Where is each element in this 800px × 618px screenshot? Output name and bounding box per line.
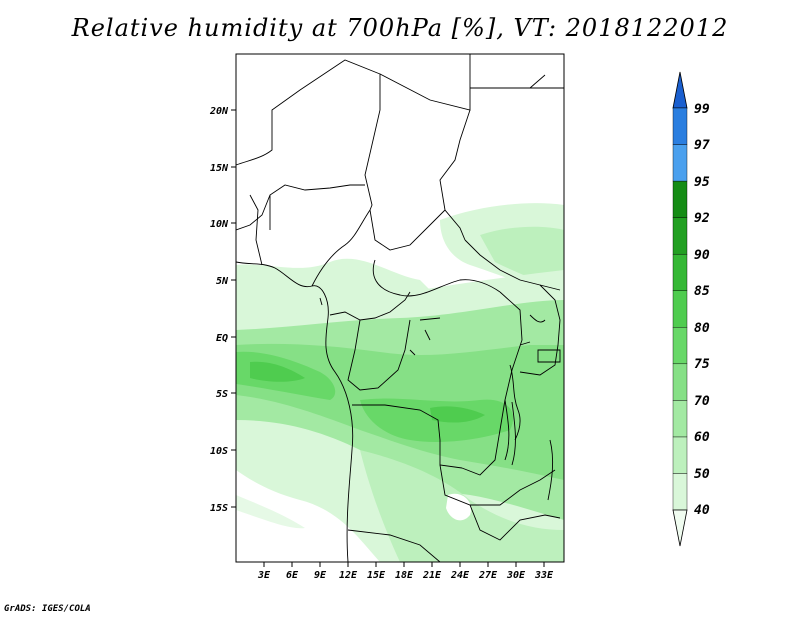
humidity-streak-southwest	[236, 495, 305, 529]
lat-tick-label: 15N	[210, 163, 229, 174]
lat-tick-label: 20N	[209, 106, 229, 117]
colorbar-label: 75	[694, 357, 710, 372]
colorbar-segments	[672, 107, 688, 511]
border-drc-west	[347, 319, 411, 391]
border-congo-gabon	[329, 291, 411, 321]
colorbar-label: 92	[694, 211, 710, 226]
colorbar-segment	[672, 217, 688, 255]
chart-title: Relative humidity at 700hPa [%], VT: 201…	[71, 14, 729, 42]
lat-tick-label: 10S	[210, 446, 228, 457]
lon-tick-label: 27E	[478, 570, 498, 581]
border-northwest	[236, 184, 365, 231]
colorbar-segment	[672, 473, 688, 511]
credit-text: GrADS: IGES/COLA	[4, 604, 91, 614]
colorbar-label: 99	[694, 102, 710, 117]
colorbar-top-arrow	[672, 71, 688, 109]
colorbar-segment	[672, 144, 688, 182]
border-north-1	[236, 59, 381, 211]
humidity-region-high-core	[250, 361, 305, 382]
border-car	[369, 209, 561, 291]
border-zambia	[439, 464, 556, 506]
colorbar-label: 85	[694, 284, 710, 299]
lon-tick-label: 18E	[395, 570, 414, 581]
borders	[236, 54, 564, 562]
lat-tick-label: 5N	[216, 276, 229, 287]
lat-ticks: 20N 15N 10N 5N EQ 5S 10S 15S	[209, 106, 236, 514]
colorbar-bottom-arrow	[672, 509, 688, 547]
lon-tick-label: 9E	[314, 570, 327, 581]
lon-tick-label: 33E	[534, 570, 554, 581]
colorbar-label: 97	[694, 138, 710, 153]
lon-tick-label: 3E	[257, 570, 271, 581]
border-car-south	[372, 259, 501, 297]
colorbar-segment	[672, 253, 688, 291]
lake-malawi	[547, 439, 554, 501]
colorbar-label: 80	[694, 321, 710, 336]
lat-tick-label: EQ	[216, 333, 228, 344]
border-east-africa	[519, 284, 561, 376]
colorbar-segment	[672, 107, 688, 145]
coastline-west	[236, 261, 354, 562]
colorbar-label: 40	[694, 503, 710, 518]
lon-tick-label: 6E	[286, 570, 299, 581]
border-west-small	[249, 194, 271, 266]
lon-tick-label: 15E	[367, 570, 386, 581]
dry-region-south	[446, 493, 471, 521]
colorbar-segment	[672, 436, 688, 474]
humidity-region-high-core-2	[430, 406, 485, 423]
lat-tick-label: 15S	[210, 503, 228, 514]
lon-tick-label: 24E	[450, 570, 470, 581]
lon-ticks: 3E 6E 9E 12E 15E 18E 21E 24E 27E 30E 33E	[257, 562, 554, 581]
lon-tick-label: 21E	[422, 570, 442, 581]
colorbar-segment	[672, 180, 688, 218]
lon-tick-label: 30E	[506, 570, 526, 581]
lon-tick-label: 12E	[339, 570, 358, 581]
border-south	[347, 504, 561, 562]
colorbar-label: 90	[694, 248, 710, 263]
border-sudan-east	[470, 74, 564, 89]
border-chad-libya	[379, 54, 471, 111]
border-nigeria-cameroon	[311, 209, 371, 287]
lakes-east	[509, 314, 561, 441]
colorbar-label: 95	[694, 175, 710, 190]
rivers-small	[319, 297, 531, 356]
humidity-fields	[236, 203, 564, 562]
colorbar-label: 70	[694, 394, 710, 409]
colorbar-label: 60	[694, 430, 710, 445]
lake-tanganyika	[504, 399, 516, 466]
colorbar-segment	[672, 363, 688, 401]
border-chad-sudan	[439, 109, 471, 241]
lat-tick-label: 5S	[216, 389, 228, 400]
colorbar-label: 50	[694, 467, 710, 482]
colorbar-segment	[672, 400, 688, 438]
lat-tick-label: 10N	[210, 219, 229, 230]
map-frame	[235, 53, 565, 563]
colorbar-segment	[672, 327, 688, 365]
colorbar-segment	[672, 290, 688, 328]
colorbar: 99 97 95 92 90 85 80 75 70 60 50 40	[672, 71, 710, 547]
